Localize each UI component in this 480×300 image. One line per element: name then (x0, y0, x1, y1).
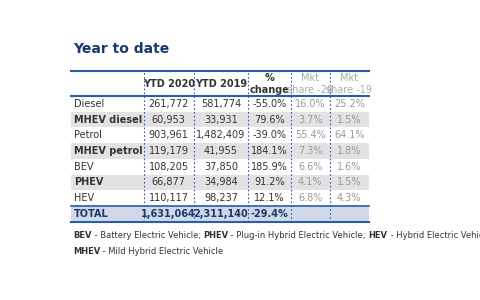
Text: - Battery Electric Vehicle;: - Battery Electric Vehicle; (92, 231, 203, 240)
Bar (71, 175, 369, 190)
Text: - Plug-in Hybrid Electric Vehicle;: - Plug-in Hybrid Electric Vehicle; (228, 231, 369, 240)
Text: - Mild Hybrid Electric Vehicle: - Mild Hybrid Electric Vehicle (100, 247, 223, 256)
Text: 108,205: 108,205 (149, 162, 189, 172)
Text: Petrol: Petrol (74, 130, 102, 140)
Text: 98,237: 98,237 (204, 193, 238, 203)
Bar (71, 112, 369, 128)
Text: Mkt
share -20: Mkt share -20 (287, 73, 333, 95)
Text: MHEV petrol: MHEV petrol (74, 146, 143, 156)
Text: HEV: HEV (74, 193, 94, 203)
Text: 55.4%: 55.4% (295, 130, 325, 140)
Text: -29.4%: -29.4% (251, 209, 288, 219)
Text: 60,953: 60,953 (152, 115, 186, 124)
Text: Mkt
share -19: Mkt share -19 (326, 73, 372, 95)
Text: 25.2%: 25.2% (334, 99, 365, 109)
Text: 1.6%: 1.6% (337, 162, 361, 172)
Text: 6.6%: 6.6% (298, 162, 323, 172)
Text: 184.1%: 184.1% (251, 146, 288, 156)
Text: PHEV: PHEV (74, 178, 104, 188)
Text: -39.0%: -39.0% (252, 130, 286, 140)
Text: MHEV: MHEV (73, 247, 100, 256)
Text: 37,850: 37,850 (204, 162, 238, 172)
Text: 34,984: 34,984 (204, 178, 238, 188)
Text: 1,482,409: 1,482,409 (196, 130, 245, 140)
Text: 119,179: 119,179 (149, 146, 189, 156)
Text: 581,774: 581,774 (201, 99, 241, 109)
Text: 185.9%: 185.9% (251, 162, 288, 172)
Text: YTD 2020: YTD 2020 (143, 79, 195, 89)
Text: 110,117: 110,117 (149, 193, 189, 203)
Text: - Hybrid Electric Vehicle,: - Hybrid Electric Vehicle, (387, 231, 480, 240)
Text: 2,311,140: 2,311,140 (193, 209, 248, 219)
Text: Year to date: Year to date (73, 42, 169, 56)
Text: TOTAL: TOTAL (74, 209, 109, 219)
Text: 1.5%: 1.5% (337, 115, 361, 124)
Text: 16.0%: 16.0% (295, 99, 325, 109)
Text: HEV: HEV (369, 231, 387, 240)
Text: 1.8%: 1.8% (337, 146, 361, 156)
Text: PHEV: PHEV (203, 231, 228, 240)
Text: 91.2%: 91.2% (254, 178, 285, 188)
Text: 903,961: 903,961 (149, 130, 189, 140)
Text: 66,877: 66,877 (152, 178, 186, 188)
Text: -55.0%: -55.0% (252, 99, 287, 109)
Text: 4.1%: 4.1% (298, 178, 323, 188)
Text: 4.3%: 4.3% (337, 193, 361, 203)
Text: YTD 2019: YTD 2019 (195, 79, 247, 89)
Text: 3.7%: 3.7% (298, 115, 323, 124)
Text: 33,931: 33,931 (204, 115, 238, 124)
Text: BEV: BEV (73, 231, 92, 240)
Text: 64.1%: 64.1% (334, 130, 364, 140)
Text: 12.1%: 12.1% (254, 193, 285, 203)
Text: 41,955: 41,955 (204, 146, 238, 156)
Bar (71, 143, 369, 159)
Text: 1.5%: 1.5% (337, 178, 361, 188)
Bar (71, 206, 369, 222)
Text: 1,631,064: 1,631,064 (142, 209, 196, 219)
Text: BEV: BEV (74, 162, 94, 172)
Text: 79.6%: 79.6% (254, 115, 285, 124)
Text: 7.3%: 7.3% (298, 146, 323, 156)
Text: Diesel: Diesel (74, 99, 104, 109)
Text: 261,772: 261,772 (149, 99, 189, 109)
Text: %
change: % change (249, 73, 289, 95)
Text: 6.8%: 6.8% (298, 193, 323, 203)
Text: MHEV diesel: MHEV diesel (74, 115, 143, 124)
